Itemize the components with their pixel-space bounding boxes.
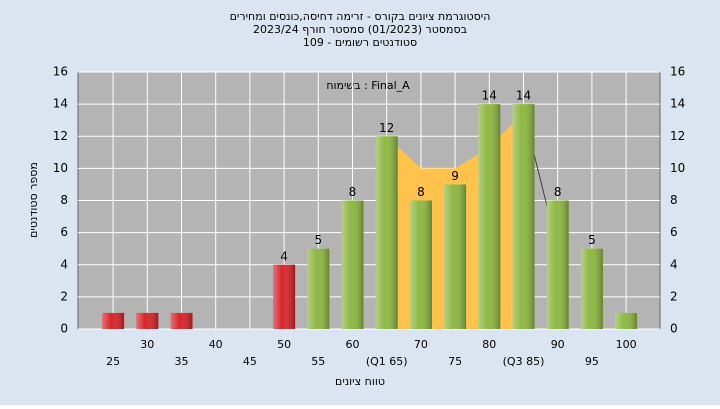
x-tick-label: 50 [277,338,291,351]
value-label: 5 [314,233,322,247]
y-tick-label: 14 [53,97,68,111]
y-tick-label: 2 [60,289,68,303]
bar-shade [409,200,432,329]
bar-shade [512,104,535,329]
x-tick-label: 80 [482,338,496,351]
x-tick-label: 35 [175,355,189,368]
bar-shade [615,312,638,329]
bar-shade [580,248,603,329]
y2-tick-label: 14 [670,97,685,111]
bar-shade [444,184,467,329]
x-tick-label: 100 [616,338,637,351]
y-tick-label: 4 [60,257,68,271]
y2-tick-label: 0 [670,322,678,336]
bar-shade [546,200,569,329]
value-label: 5 [588,233,596,247]
y2-tick-label: 12 [670,129,685,143]
y2-tick-label: 8 [670,193,678,207]
x-tick-label: 40 [209,338,223,351]
value-label: 8 [417,185,425,199]
bar-shade [307,248,330,329]
title-line: סטודנטים רשומים - 109 [303,36,417,49]
bar-shade [478,104,501,329]
x-tick-label: 70 [414,338,428,351]
y2-tick-label: 10 [670,161,685,175]
x-tick-label: (Q1 65) [366,355,408,368]
y-tick-label: 0 [60,322,68,336]
bar-shade [136,312,159,329]
x-tick-label: 25 [106,355,120,368]
value-label: 8 [349,185,357,199]
x-tick-label: 75 [448,355,462,368]
value-label: 14 [516,89,531,103]
y-tick-label: 8 [60,193,68,207]
y2-tick-label: 6 [670,225,678,239]
y2-tick-label: 2 [670,289,678,303]
x-tick-label: (Q3 85) [503,355,545,368]
value-label: 14 [482,89,497,103]
bar-shade [170,312,193,329]
x-tick-label: 60 [346,338,360,351]
y-axis-label: מספר סטודנטים [27,162,40,238]
y-tick-label: 6 [60,225,68,239]
y2-tick-label: 4 [670,257,678,271]
value-label: 9 [451,169,459,183]
title-line: בסמסטר (01/2023) סמסטר חורף 2023/24 [253,23,467,36]
y-tick-label: 12 [53,129,68,143]
y-tick-label: 10 [53,161,68,175]
y2-tick-label: 16 [670,65,685,79]
x-axis-label: טווח ציונים [335,375,385,388]
bar-shade [375,136,398,329]
annotation: בשימוח : Final_A [326,79,410,92]
x-tick-label: 55 [311,355,325,368]
x-tick-label: 95 [585,355,599,368]
value-label: 8 [554,185,562,199]
title-line: היסטוגרמת ציונים בקורס - זרימה דחיסה,כונ… [230,10,491,23]
value-label: 4 [280,249,288,263]
x-tick-label: 45 [243,355,257,368]
x-tick-label: 30 [140,338,154,351]
x-tick-label: 90 [551,338,565,351]
y-tick-label: 16 [53,65,68,79]
bar-shade [341,200,364,329]
value-label: 12 [379,121,394,135]
bar-shade [273,264,296,329]
bar-shade [102,312,125,329]
